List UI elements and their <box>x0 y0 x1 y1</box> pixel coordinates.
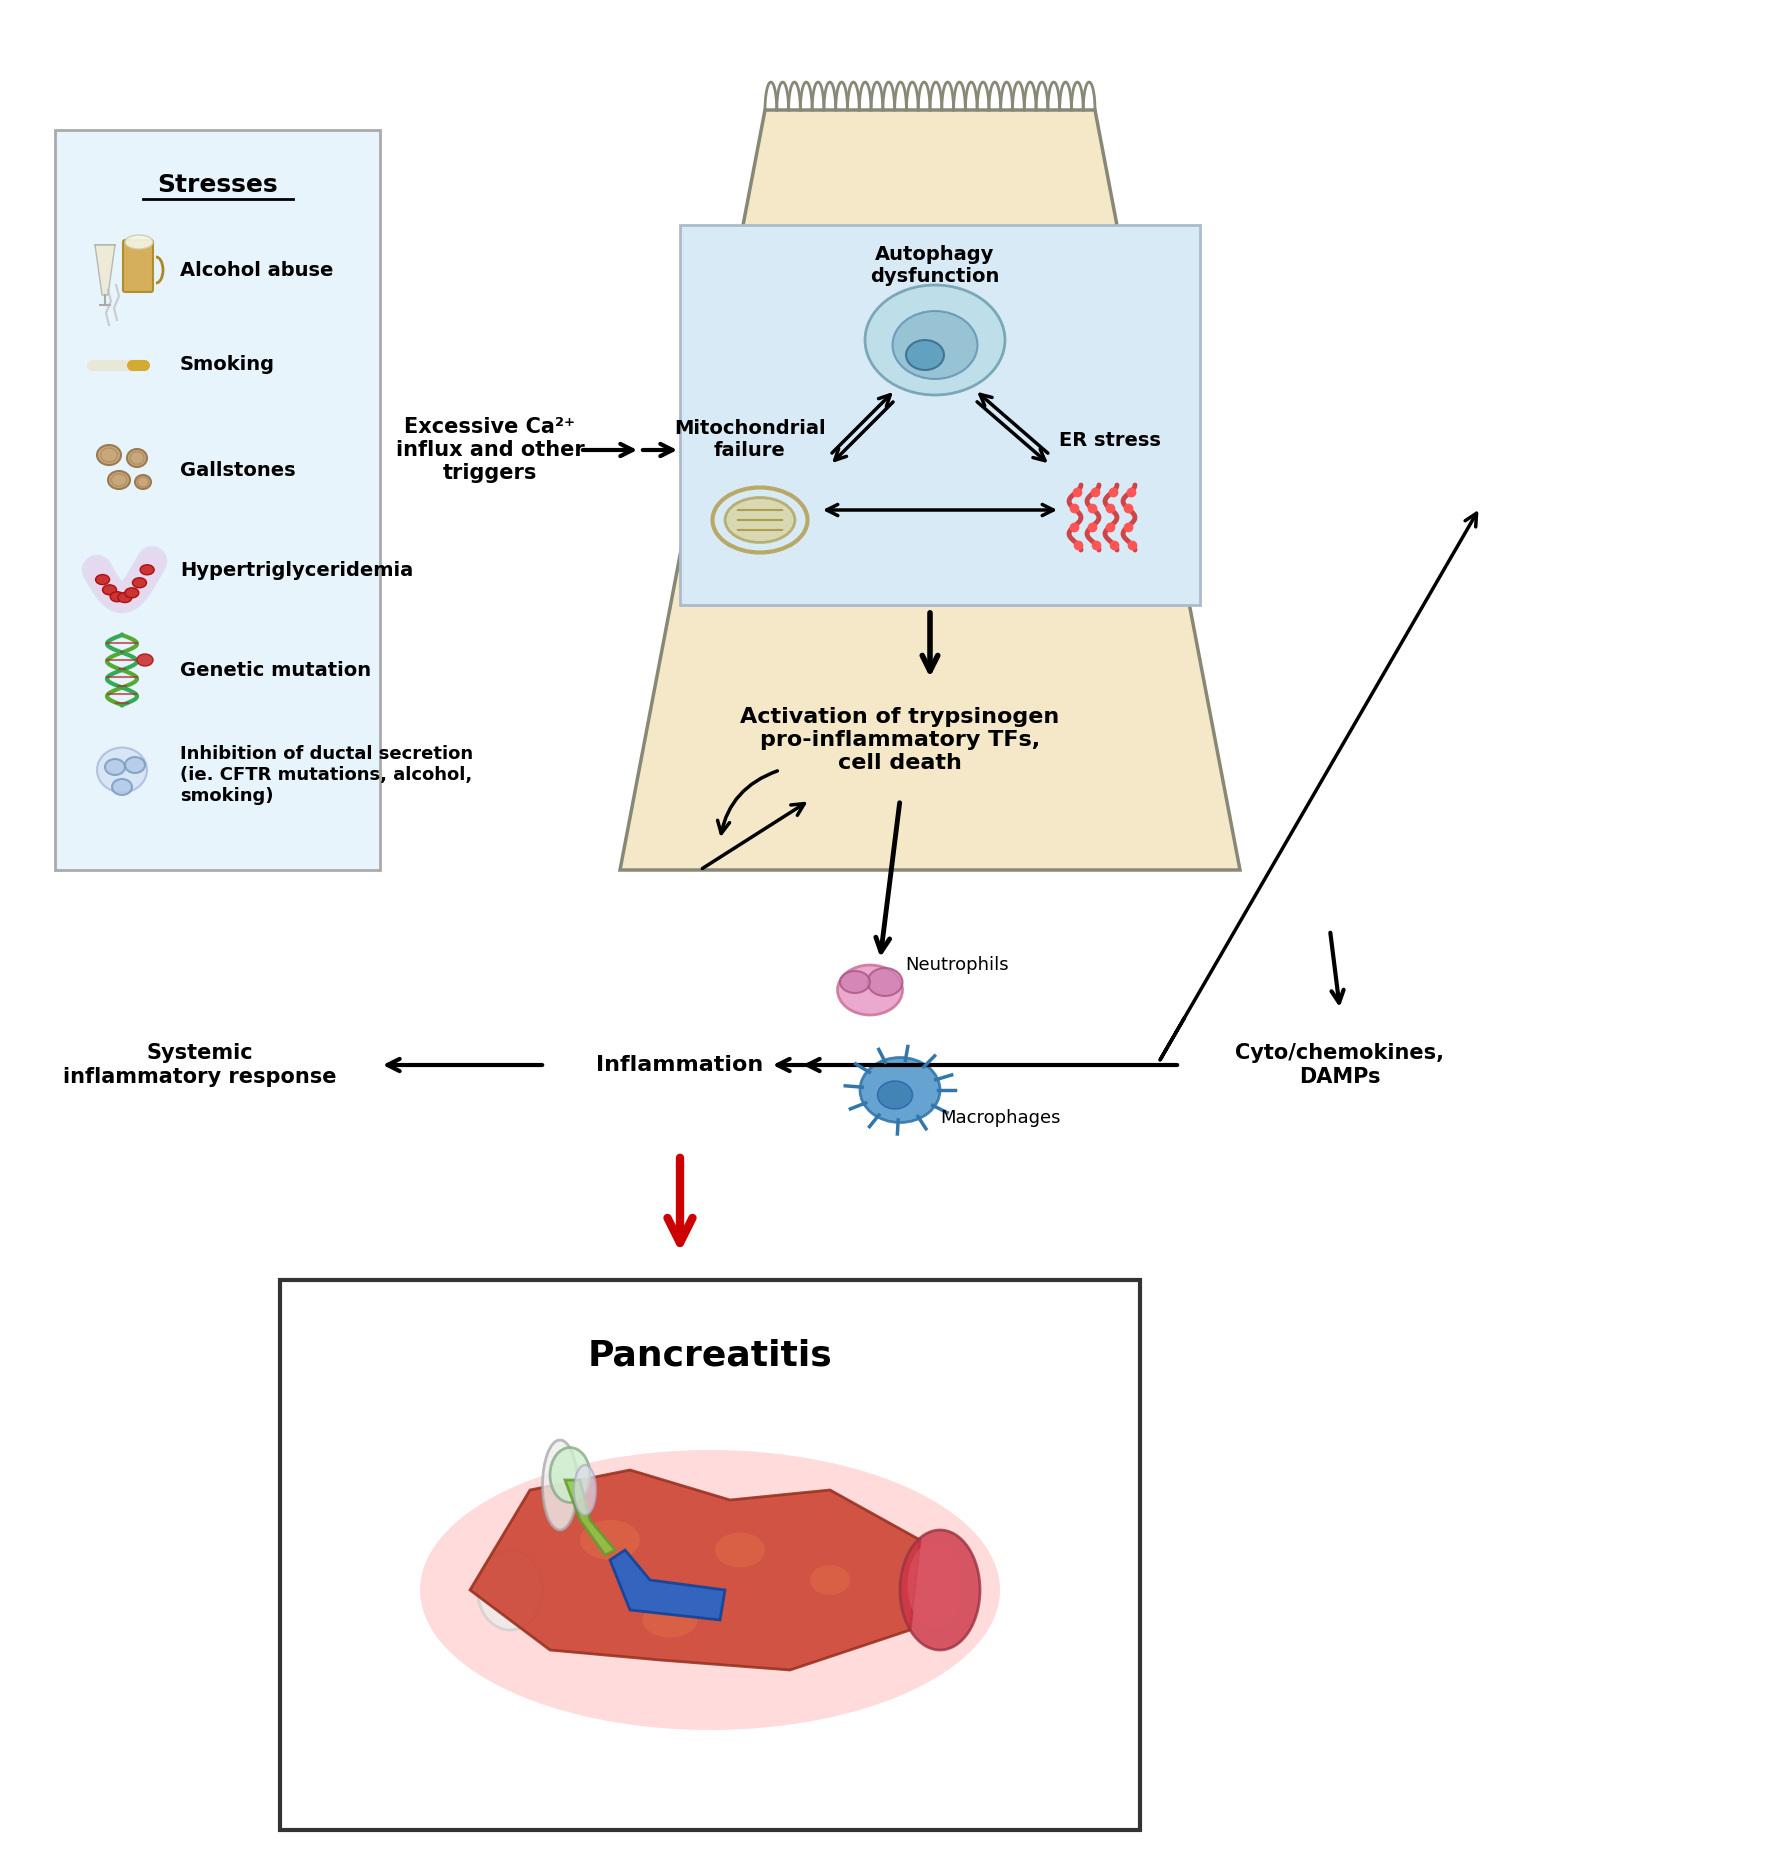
Ellipse shape <box>132 578 146 587</box>
Ellipse shape <box>809 1565 850 1595</box>
Ellipse shape <box>98 445 121 466</box>
Text: Inhibition of ductal secretion
(ie. CFTR mutations, alcohol,
smoking): Inhibition of ductal secretion (ie. CFTR… <box>180 745 473 805</box>
Ellipse shape <box>98 747 148 792</box>
Ellipse shape <box>112 779 132 796</box>
Text: Cyto/chemokines,
DAMPs: Cyto/chemokines, DAMPs <box>1235 1043 1445 1086</box>
Ellipse shape <box>838 965 902 1015</box>
Text: Stresses: Stresses <box>157 173 278 197</box>
Ellipse shape <box>125 589 139 598</box>
Ellipse shape <box>907 1541 962 1628</box>
Ellipse shape <box>420 1449 1000 1731</box>
Text: Smoking: Smoking <box>180 356 276 374</box>
Text: Mitochondrial
failure: Mitochondrial failure <box>674 419 825 460</box>
FancyBboxPatch shape <box>123 240 153 292</box>
Text: Excessive Ca²⁺
influx and other
triggers: Excessive Ca²⁺ influx and other triggers <box>395 417 584 483</box>
Ellipse shape <box>137 654 153 665</box>
Ellipse shape <box>110 592 125 602</box>
Ellipse shape <box>96 574 110 585</box>
Ellipse shape <box>726 497 795 542</box>
Ellipse shape <box>550 1448 591 1502</box>
Text: ER stress: ER stress <box>1059 430 1162 449</box>
Ellipse shape <box>575 1464 596 1515</box>
Bar <box>279 1280 1140 1829</box>
Polygon shape <box>94 246 116 294</box>
Ellipse shape <box>893 311 977 378</box>
Ellipse shape <box>125 756 146 773</box>
Ellipse shape <box>840 971 870 993</box>
Ellipse shape <box>103 585 117 594</box>
Text: Inflammation: Inflammation <box>596 1054 763 1075</box>
Ellipse shape <box>900 1530 980 1651</box>
Polygon shape <box>621 110 1240 870</box>
Bar <box>55 130 381 870</box>
Text: Gallstones: Gallstones <box>180 460 295 479</box>
Ellipse shape <box>877 1081 913 1108</box>
Text: Hypertriglyceridemia: Hypertriglyceridemia <box>180 561 413 579</box>
Ellipse shape <box>477 1550 543 1630</box>
Ellipse shape <box>135 475 151 488</box>
Ellipse shape <box>865 285 1005 395</box>
Ellipse shape <box>125 235 153 250</box>
Ellipse shape <box>859 1058 939 1123</box>
Ellipse shape <box>715 1533 765 1567</box>
Text: Neutrophils: Neutrophils <box>906 956 1009 974</box>
Text: Genetic mutation: Genetic mutation <box>180 661 372 680</box>
Text: Systemic
inflammatory response: Systemic inflammatory response <box>64 1043 336 1086</box>
Bar <box>680 225 1201 605</box>
Ellipse shape <box>126 449 148 468</box>
Text: Pancreatitis: Pancreatitis <box>587 1338 833 1371</box>
Ellipse shape <box>543 1440 578 1530</box>
Polygon shape <box>610 1550 726 1621</box>
Polygon shape <box>566 1479 616 1556</box>
Ellipse shape <box>906 341 945 371</box>
Ellipse shape <box>117 592 132 602</box>
Text: Macrophages: Macrophages <box>939 1108 1060 1127</box>
Ellipse shape <box>868 969 902 997</box>
Polygon shape <box>470 1470 920 1669</box>
Text: Autophagy
dysfunction: Autophagy dysfunction <box>870 244 1000 285</box>
Ellipse shape <box>105 758 125 775</box>
Text: Alcohol abuse: Alcohol abuse <box>180 261 333 279</box>
Ellipse shape <box>580 1520 640 1559</box>
Text: Activation of trypsinogen
pro-inflammatory TFs,
cell death: Activation of trypsinogen pro-inflammato… <box>740 706 1060 773</box>
Ellipse shape <box>642 1602 697 1638</box>
Ellipse shape <box>141 564 155 576</box>
Ellipse shape <box>109 471 130 488</box>
